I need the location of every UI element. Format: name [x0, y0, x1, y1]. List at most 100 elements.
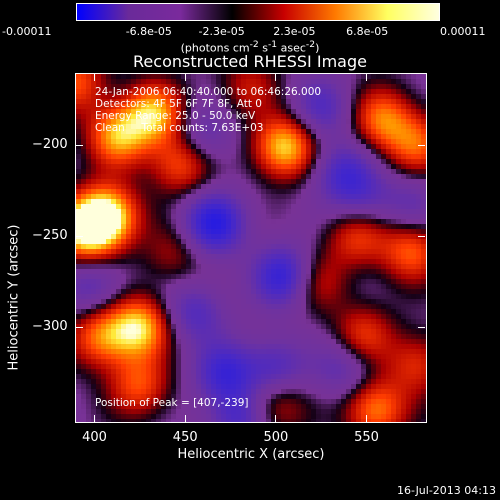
heatmap-cell: [206, 274, 211, 279]
heatmap-cell: [371, 299, 376, 304]
heatmap-cell: [336, 404, 341, 409]
heatmap-cell: [351, 139, 356, 144]
heatmap-cell: [141, 184, 146, 189]
heatmap-cell: [276, 139, 281, 144]
heatmap-cell: [111, 164, 116, 169]
heatmap-cell: [216, 349, 221, 354]
heatmap-cell: [76, 299, 81, 304]
heatmap-cell: [206, 399, 211, 404]
heatmap-cell: [111, 404, 116, 409]
heatmap-cell: [206, 299, 211, 304]
heatmap-cell: [406, 144, 411, 149]
heatmap-cell: [86, 229, 91, 234]
heatmap-cell: [201, 184, 206, 189]
heatmap-cell: [176, 274, 181, 279]
heatmap-cell: [206, 209, 211, 214]
heatmap-cell: [281, 314, 286, 319]
heatmap-cell: [231, 204, 236, 209]
heatmap-cell: [406, 84, 411, 89]
heatmap-cell: [261, 289, 266, 294]
heatmap-cell: [276, 114, 281, 119]
heatmap-cell: [381, 129, 386, 134]
heatmap-cell: [241, 299, 246, 304]
heatmap-cell: [321, 409, 326, 414]
heatmap-cell: [221, 399, 226, 404]
heatmap-cell: [291, 274, 296, 279]
heatmap-cell: [136, 229, 141, 234]
heatmap-cell: [126, 304, 131, 309]
heatmap-cell: [106, 369, 111, 374]
heatmap-cell: [86, 89, 91, 94]
heatmap-cell: [246, 204, 251, 209]
heatmap-cell: [326, 374, 331, 379]
heatmap-cell: [356, 264, 361, 269]
heatmap-cell: [106, 284, 111, 289]
heatmap-cell: [406, 224, 411, 229]
heatmap-cell: [356, 414, 361, 419]
heatmap-cell: [406, 344, 411, 349]
heatmap-cell: [341, 374, 346, 379]
heatmap-cell: [291, 369, 296, 374]
heatmap-cell: [131, 94, 136, 99]
heatmap-cell: [141, 129, 146, 134]
heatmap-cell: [111, 379, 116, 384]
heatmap-cell: [406, 309, 411, 314]
heatmap-cell: [76, 409, 81, 414]
heatmap-cell: [201, 134, 206, 139]
heatmap-cell: [296, 274, 301, 279]
heatmap-cell: [131, 269, 136, 274]
heatmap-cell: [221, 309, 226, 314]
heatmap-cell: [286, 309, 291, 314]
heatmap-cell: [286, 114, 291, 119]
heatmap-cell: [121, 339, 126, 344]
heatmap-cell: [321, 374, 326, 379]
heatmap-cell: [301, 154, 306, 159]
heatmap-cell: [306, 129, 311, 134]
heatmap-cell: [236, 84, 241, 89]
heatmap-cell: [231, 84, 236, 89]
heatmap-cell: [416, 299, 421, 304]
heatmap-cell: [266, 239, 271, 244]
heatmap-cell: [196, 169, 201, 174]
heatmap-cell: [341, 269, 346, 274]
heatmap-cell: [361, 259, 366, 264]
heatmap-cell: [321, 269, 326, 274]
heatmap-cell: [201, 279, 206, 284]
heatmap-cell: [396, 269, 401, 274]
heatmap-cell: [281, 239, 286, 244]
heatmap-cell: [201, 324, 206, 329]
heatmap-cell: [186, 399, 191, 404]
heatmap-cell: [396, 349, 401, 354]
x-axis-label: Heliocentric X (arcsec): [177, 447, 325, 462]
heatmap-cell: [356, 149, 361, 154]
heatmap-cell: [181, 194, 186, 199]
heatmap-cell: [211, 284, 216, 289]
heatmap-cell: [216, 259, 221, 264]
heatmap-cell: [406, 304, 411, 309]
heatmap-cell: [311, 249, 316, 254]
heatmap-cell: [361, 179, 366, 184]
heatmap-cell: [261, 189, 266, 194]
heatmap-cell: [271, 389, 276, 394]
heatmap-cell: [276, 284, 281, 289]
heatmap-cell: [211, 114, 216, 119]
heatmap-cell: [351, 359, 356, 364]
heatmap-cell: [306, 134, 311, 139]
heatmap-cell: [101, 129, 106, 134]
heatmap-cell: [386, 194, 391, 199]
heatmap-cell: [146, 284, 151, 289]
heatmap-cell: [131, 334, 136, 339]
heatmap-cell: [291, 134, 296, 139]
heatmap-cell: [281, 89, 286, 94]
heatmap-cell: [81, 259, 86, 264]
heatmap-cell: [341, 209, 346, 214]
heatmap-cell: [176, 364, 181, 369]
heatmap-cell: [151, 154, 156, 159]
heatmap-cell: [91, 184, 96, 189]
heatmap-cell: [236, 199, 241, 204]
heatmap-cell: [236, 284, 241, 289]
heatmap-cell: [376, 214, 381, 219]
heatmap-cell: [176, 349, 181, 354]
heatmap-cell: [281, 189, 286, 194]
heatmap-cell: [136, 159, 141, 164]
